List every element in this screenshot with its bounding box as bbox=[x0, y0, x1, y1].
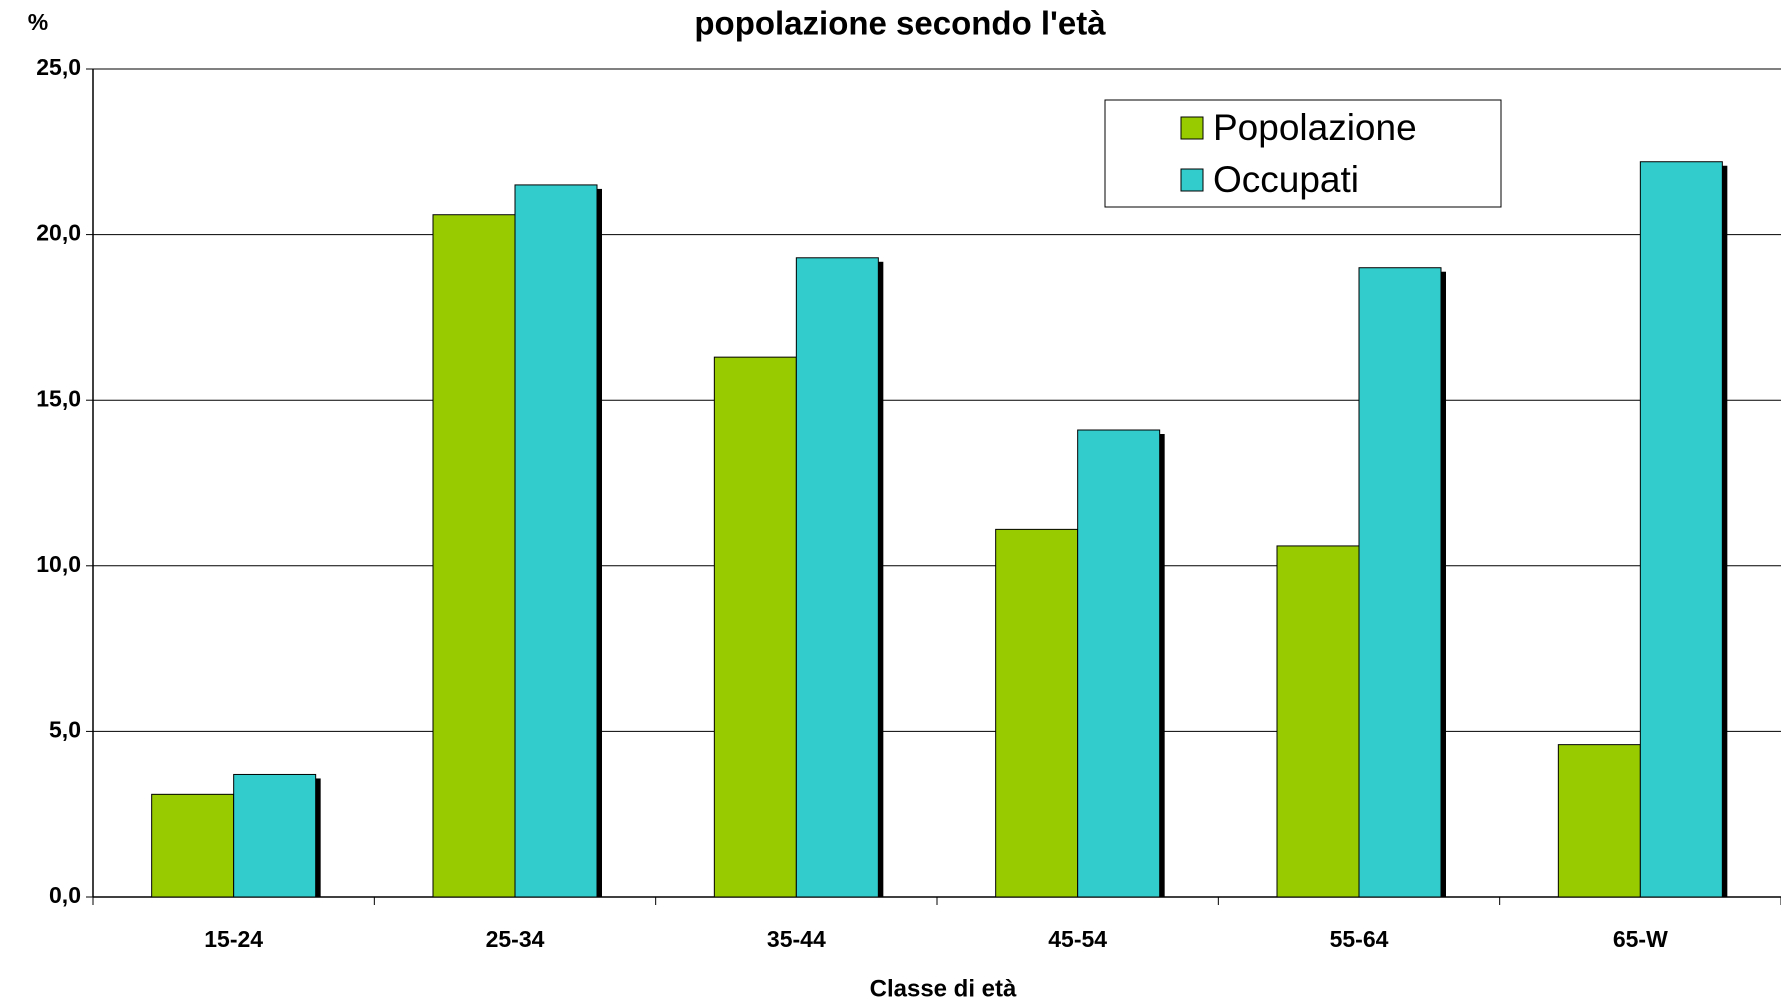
legend-swatch bbox=[1180, 116, 1204, 140]
y-tick-label: 20,0 bbox=[36, 220, 81, 246]
x-tick-label: 15-24 bbox=[204, 926, 263, 952]
legend-label: Occupati bbox=[1213, 159, 1359, 200]
y-tick-label: 0,0 bbox=[49, 882, 81, 908]
bar bbox=[1557, 744, 1641, 898]
y-tick-label: 5,0 bbox=[49, 716, 81, 742]
bar bbox=[432, 214, 516, 898]
bar bbox=[795, 257, 879, 898]
x-axis-label: Classe di età bbox=[870, 975, 1017, 1001]
y-tick-label: 10,0 bbox=[36, 551, 81, 577]
x-tick-label: 35-44 bbox=[767, 926, 826, 952]
bar bbox=[1639, 161, 1723, 898]
x-tick-label: 45-54 bbox=[1048, 926, 1107, 952]
y-axis-label: % bbox=[28, 9, 48, 35]
legend-label: Popolazione bbox=[1213, 107, 1417, 148]
legend-box bbox=[1104, 99, 1502, 208]
bar bbox=[151, 793, 235, 898]
x-tick-label: 55-64 bbox=[1330, 926, 1389, 952]
x-tick-label: 65-W bbox=[1613, 926, 1668, 952]
bar bbox=[1276, 545, 1360, 898]
bar bbox=[514, 184, 598, 898]
y-tick-label: 15,0 bbox=[36, 385, 81, 411]
bar bbox=[713, 356, 797, 898]
chart-title: popolazione secondo l'età bbox=[694, 5, 1106, 42]
x-tick-label: 25-34 bbox=[486, 926, 545, 952]
bar bbox=[233, 773, 317, 898]
bar bbox=[995, 528, 1079, 898]
y-tick-label: 25,0 bbox=[36, 54, 81, 80]
legend-swatch bbox=[1180, 168, 1204, 192]
bar bbox=[1077, 429, 1161, 898]
bar bbox=[1358, 267, 1442, 898]
